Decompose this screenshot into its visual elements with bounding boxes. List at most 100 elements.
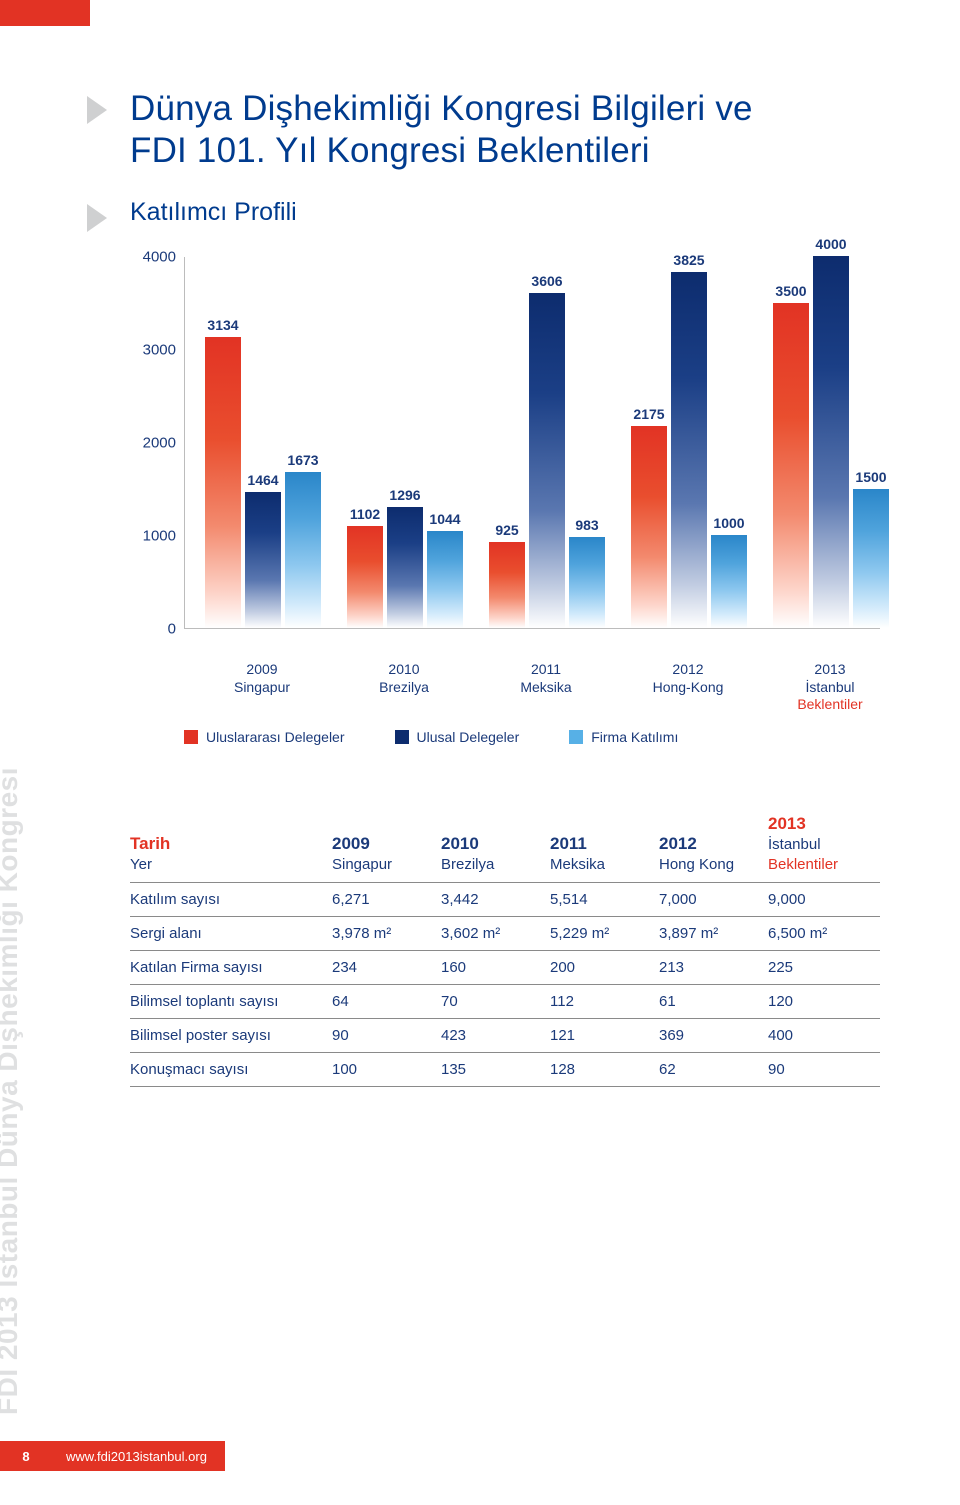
table-row-label: Konuşmacı sayısı [130,1061,332,1078]
page-content: Dünya Dişhekimliği Kongresi Bilgileri ve… [0,0,960,1087]
table-cell: 400 [768,1027,877,1044]
bar-fill [569,537,605,628]
table-header-col: 2011Meksika [550,833,659,875]
table-cell: 90 [768,1061,877,1078]
table-cell: 160 [441,959,550,976]
table-cell: 121 [550,1027,659,1044]
table-cell: 3,442 [441,891,550,908]
bar-group: 9253606983 [489,293,605,628]
page-number: 8 [0,1449,52,1464]
bar-value-label: 3825 [673,252,704,268]
bar-fill [813,256,849,628]
bar-value-label: 1296 [389,487,420,503]
table-row-label: Sergi alanı [130,925,332,942]
bar-fill [773,303,809,629]
table-row: Katılım sayısı6,2713,4425,5147,0009,000 [130,883,880,917]
bar-fill [671,272,707,628]
table-row: Sergi alanı3,978 m²3,602 m²5,229 m²3,897… [130,917,880,951]
table-header-col: 2010Brezilya [441,833,550,875]
participant-chart: 01000200030004000 3134146416731102129610… [130,257,880,655]
footer-url: www.fdi2013istanbul.org [52,1449,207,1464]
bar-fill [285,472,321,628]
chart-legend: Uluslararası Delegeler Ulusal Delegeler … [130,729,880,745]
chart-bar: 983 [569,537,605,628]
table-row-label: Bilimsel toplantı sayısı [130,993,332,1010]
table-cell: 6,500 m² [768,925,877,942]
bar-fill [387,507,423,628]
legend-item-national: Ulusal Delegeler [395,729,520,745]
chart-bar: 4000 [813,256,849,628]
x-axis-label: 2012Hong-Kong [653,661,724,696]
data-table: TarihYer2009Singapur2010Brezilya2011Meks… [130,805,880,1087]
chart-bar: 2175 [631,426,667,628]
chart-bar: 1000 [711,535,747,628]
table-row-label: Katılım sayısı [130,891,332,908]
chart-x-axis: 2009Singapur 2010Brezilya 2011Meksika 2012H… [184,655,880,699]
y-tick-label: 4000 [143,249,176,266]
bar-value-label: 3606 [531,273,562,289]
table-row: Konuşmacı sayısı1001351286290 [130,1053,880,1087]
bar-value-label: 2175 [633,406,664,422]
table-cell: 128 [550,1061,659,1078]
table-row-label: Katılan Firma sayısı [130,959,332,976]
section-subtitle: Katılımcı Profili [130,198,880,227]
chart-bar: 1102 [347,526,383,628]
bar-fill [711,535,747,628]
chart-bar: 3500 [773,303,809,629]
chart-bar: 925 [489,542,525,628]
bullet-arrow-icon [87,204,107,232]
x-axis-label: 2009Singapur [234,661,290,696]
bar-value-label: 1673 [287,452,318,468]
table-cell: 6,271 [332,891,441,908]
table-cell: 70 [441,993,550,1010]
chart-y-axis: 01000200030004000 [130,257,184,629]
chart-bar: 1296 [387,507,423,628]
chart-bar: 1464 [245,492,281,628]
table-cell: 61 [659,993,768,1010]
page-title: Dünya Dişhekimliği Kongresi Bilgileri ve… [130,88,880,172]
bar-value-label: 983 [575,517,598,533]
bar-group: 350040001500 [773,256,889,628]
bar-fill [853,489,889,629]
table-cell: 5,229 m² [550,925,659,942]
x-axis-label: 2011Meksika [520,661,571,696]
chart-bar: 1044 [427,531,463,628]
table-cell: 5,514 [550,891,659,908]
bar-fill [427,531,463,628]
y-tick-label: 0 [168,621,176,638]
table-cell: 64 [332,993,441,1010]
table-cell: 3,602 m² [441,925,550,942]
table-header-row: TarihYer2009Singapur2010Brezilya2011Meks… [130,805,880,883]
title-line1: Dünya Dişhekimliği Kongresi Bilgileri ve [130,89,753,128]
x-axis-label: 2010Brezilya [379,661,429,696]
table-cell: 3,978 m² [332,925,441,942]
bullet-arrow-icon [87,96,107,124]
table-cell: 112 [550,993,659,1010]
page-footer: 8 www.fdi2013istanbul.org [0,1441,225,1471]
bar-value-label: 3134 [207,317,238,333]
table-cell: 234 [332,959,441,976]
table-header-col: 2009Singapur [332,833,441,875]
table-cell: 120 [768,993,877,1010]
chart-bar: 1673 [285,472,321,628]
table-row: Katılan Firma sayısı234160200213225 [130,951,880,985]
table-cell: 369 [659,1027,768,1044]
table-cell: 3,897 m² [659,925,768,942]
bar-fill [245,492,281,628]
table-cell: 7,000 [659,891,768,908]
bar-value-label: 1464 [247,472,278,488]
y-tick-label: 3000 [143,342,176,359]
table-cell: 9,000 [768,891,877,908]
table-header-col: 2013İstanbulBeklentiler [768,813,877,874]
table-row-label: Bilimsel poster sayısı [130,1027,332,1044]
bar-value-label: 3500 [775,283,806,299]
title-line2: FDI 101. Yıl Kongresi Beklentileri [130,131,650,170]
bar-group: 313414641673 [205,337,321,628]
legend-swatch-dark [395,730,409,744]
bar-value-label: 1044 [429,511,460,527]
table-cell: 200 [550,959,659,976]
legend-swatch-red [184,730,198,744]
bar-value-label: 1500 [855,469,886,485]
table-cell: 225 [768,959,877,976]
bar-fill [347,526,383,628]
